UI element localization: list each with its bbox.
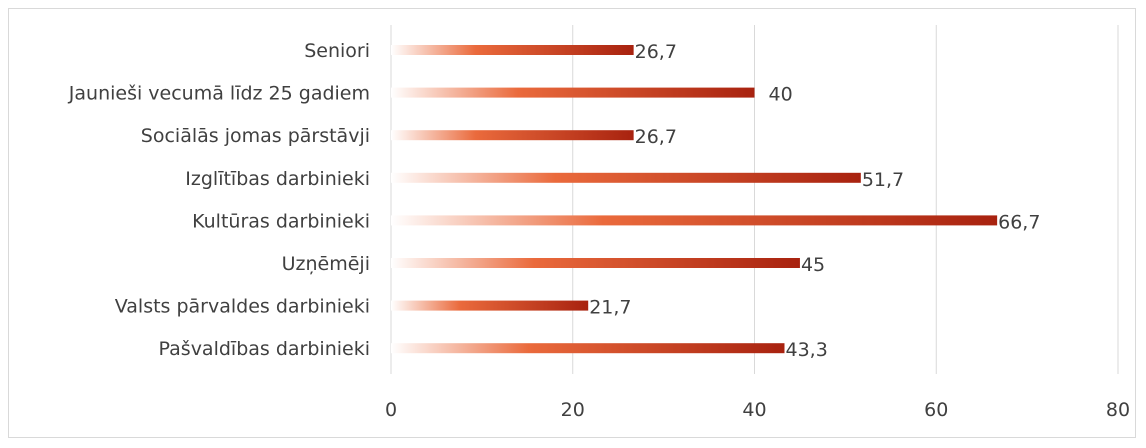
bars <box>391 45 998 354</box>
category-label: Pašvaldības darbinieki <box>159 338 370 360</box>
value-label: 43,3 <box>785 339 827 361</box>
value-labels: 26,7 40 26,7 51,7 66,7 45 21,7 43,3 <box>589 41 1040 361</box>
x-tick-label: 80 <box>1106 399 1130 421</box>
bar <box>391 130 634 141</box>
bar <box>391 45 634 55</box>
x-tick-label: 20 <box>561 399 585 421</box>
category-label: Uzņēmēji <box>282 253 370 275</box>
category-label: Jaunieši vecumā līdz 25 gadiem <box>68 83 370 105</box>
category-label: Kultūras darbinieki <box>192 210 370 232</box>
category-label: Valsts pārvaldes darbinieki <box>115 296 370 318</box>
x-tick-label: 0 <box>385 399 397 421</box>
value-label: 45 <box>801 254 825 276</box>
bar <box>391 343 785 354</box>
value-label: 40 <box>769 84 793 106</box>
x-tick-label: 60 <box>924 399 948 421</box>
bar <box>391 215 998 226</box>
category-label: Izglītības darbinieki <box>185 168 370 190</box>
value-label: 66,7 <box>998 211 1040 233</box>
bar <box>391 172 861 183</box>
x-axis-ticks: 0 20 40 60 80 <box>385 399 1130 421</box>
value-label: 21,7 <box>589 297 631 319</box>
gridlines <box>390 25 1119 374</box>
category-label: Sociālās jomas pārstāvji <box>141 125 370 147</box>
x-tick-label: 40 <box>742 399 766 421</box>
category-labels: Seniori Jaunieši vecumā līdz 25 gadiem So… <box>68 40 370 360</box>
category-label: Seniori <box>304 40 370 62</box>
bar <box>391 87 755 98</box>
value-label: 51,7 <box>862 169 904 191</box>
bar <box>391 258 800 268</box>
value-label: 26,7 <box>635 41 677 63</box>
bar <box>391 300 589 311</box>
value-label: 26,7 <box>635 126 677 148</box>
